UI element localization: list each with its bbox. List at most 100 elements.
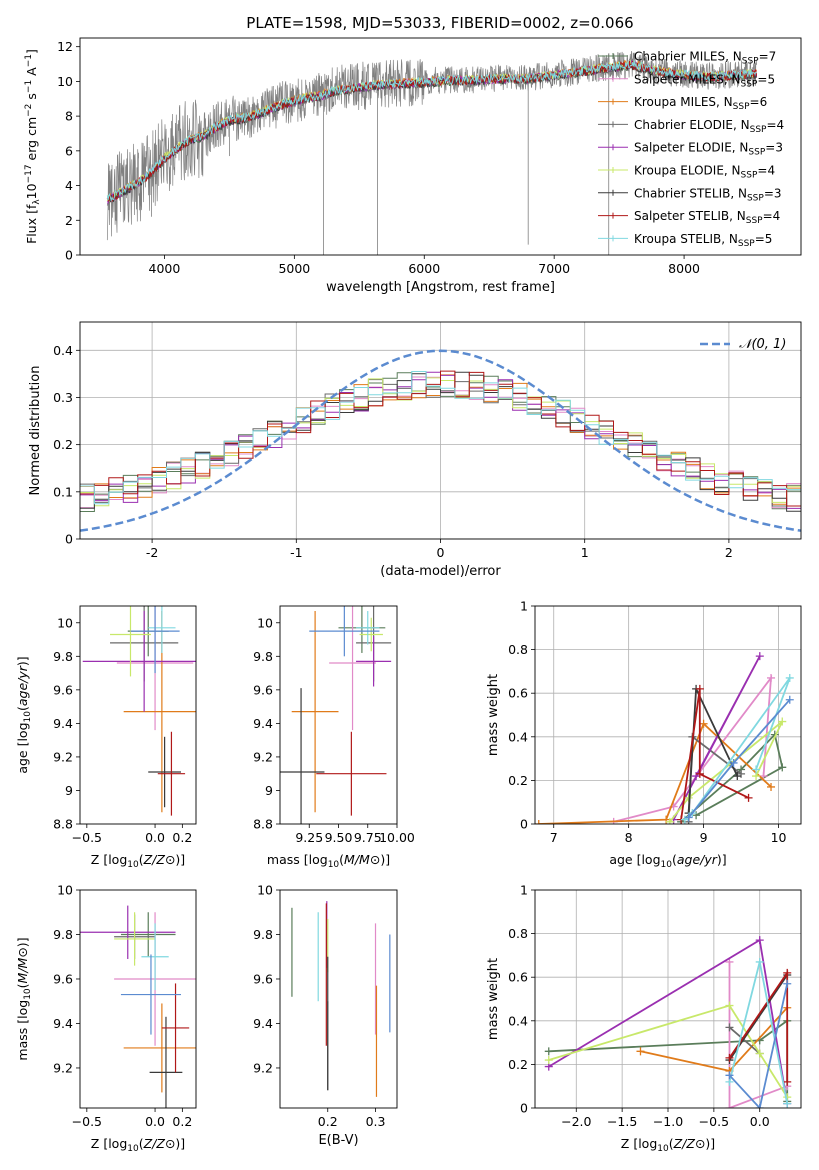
- point-marker: [778, 717, 787, 726]
- point-marker: [636, 1047, 645, 1056]
- histogram-step: [80, 371, 801, 505]
- point-marker: [695, 769, 704, 778]
- y-tick-label: 0: [65, 532, 73, 547]
- legend-entry: Salpeter MILES, NSSP=5: [634, 72, 775, 89]
- y-tick-label: 0.2: [508, 773, 528, 788]
- x-axis-label: (data-model)/error: [380, 564, 501, 579]
- y-tick-label: 10: [57, 74, 73, 89]
- legend-entry: Salpeter ELODIE, NSSP=3: [634, 141, 783, 158]
- point-marker: [699, 719, 708, 728]
- data-point: [157, 731, 186, 816]
- data-point: [130, 606, 180, 674]
- data-point: [309, 606, 380, 657]
- point-marker: [783, 1099, 792, 1108]
- y-tick-label: 9: [65, 783, 73, 798]
- y-axis-label: mass [log10(M/M⊙)]: [15, 937, 33, 1060]
- histogram-step: [80, 374, 801, 505]
- y-tick-label: 0: [520, 817, 528, 832]
- data-point: [149, 1016, 183, 1108]
- y-tick-label: 9.6: [253, 682, 273, 697]
- data-point: [148, 606, 176, 653]
- plot-area: [80, 322, 801, 539]
- y-tick-label: 9.8: [53, 927, 73, 942]
- point-marker: [755, 1104, 764, 1108]
- y-tick-label: 9.4: [53, 1016, 73, 1031]
- y-tick-label: 9.4: [253, 1016, 273, 1031]
- point-marker: [755, 1049, 764, 1058]
- y-axis-label: Normed distribution: [28, 366, 43, 496]
- point-marker: [725, 1071, 734, 1080]
- y-tick-label: 1: [520, 599, 528, 614]
- legend-entry: Chabrier STELIB, NSSP=3: [634, 186, 782, 203]
- data-point: [316, 731, 387, 816]
- data-point: [110, 606, 151, 677]
- x-tick-label: 10: [771, 830, 787, 845]
- series: [680, 673, 794, 824]
- point-marker: [695, 684, 704, 693]
- x-tick-label: 10.00: [379, 830, 415, 845]
- y-tick-label: 12: [57, 39, 73, 54]
- y-tick-label: 9.6: [53, 682, 73, 697]
- y-tick-label: 6: [65, 143, 73, 158]
- series: [725, 968, 792, 1086]
- data-point: [120, 912, 176, 957]
- point-marker: [783, 968, 792, 977]
- axes-frame: [79, 889, 197, 1109]
- legend-entry: Salpeter STELIB, NSSP=4: [634, 209, 780, 226]
- plot-area: [535, 606, 801, 824]
- plot-area: [280, 606, 392, 824]
- plot-area: [106, 50, 758, 255]
- data-point: [141, 923, 169, 991]
- x-tick-label: 0: [437, 545, 445, 560]
- point-marker: [733, 772, 742, 781]
- point-marker: [783, 1077, 792, 1086]
- y-axis-label: mass weight: [486, 958, 501, 1040]
- point-marker: [755, 957, 764, 966]
- data-point: [123, 1003, 196, 1093]
- histogram-step: [80, 370, 801, 507]
- point-marker: [535, 820, 543, 824]
- x-tick-label: 7000: [538, 261, 570, 276]
- x-tick-label: 0.0: [145, 1114, 165, 1129]
- x-tick-label: 0.2: [172, 1114, 192, 1129]
- y-tick-label: 0.2: [53, 437, 73, 452]
- y-tick-label: 0.8: [508, 926, 528, 941]
- point-marker: [755, 936, 764, 945]
- y-tick-label: 9.2: [253, 749, 273, 764]
- y-axis-label: mass weight: [486, 674, 501, 756]
- axes-frame: [79, 37, 802, 256]
- point-marker: [783, 979, 792, 988]
- data-point: [120, 954, 181, 1035]
- figure-title: PLATE=1598, MJD=53033, FIBERID=0002, z=0…: [246, 14, 633, 32]
- y-axis-label: age [log10(age/yr)]: [15, 656, 33, 773]
- y-tick-label: 9.4: [253, 716, 273, 731]
- axes-frame: [534, 605, 802, 825]
- series-line: [680, 688, 749, 820]
- point-marker: [729, 758, 738, 767]
- legend-entry: 𝒩(0, 1): [739, 337, 786, 352]
- data-point: [148, 736, 181, 808]
- axes-frame: [279, 889, 398, 1109]
- x-tick-label: 8: [625, 830, 633, 845]
- y-tick-label: 9: [265, 783, 273, 798]
- data-point: [82, 611, 196, 712]
- y-tick-label: 0.4: [508, 1013, 528, 1028]
- point-marker: [767, 673, 776, 682]
- y-tick-label: 8: [65, 109, 73, 124]
- x-tick-label: 9.25: [295, 830, 323, 845]
- axes: −0.5 0.0 0.2 9.2 9.4 9.6 9.8 10: [53, 883, 192, 1130]
- x-tick-label: 0.2: [318, 1114, 338, 1129]
- y-tick-label: 9.2: [253, 1060, 273, 1075]
- x-axis-label: Z [log10(Z/Z⊙)]: [621, 1136, 715, 1154]
- x-axis-label: age [log10(age/yr)]: [609, 852, 726, 870]
- data-point: [356, 636, 392, 687]
- y-tick-label: 8.8: [253, 817, 273, 832]
- y-tick-label: 0: [65, 248, 73, 263]
- axes: 0.2 0.3 9.2 9.4 9.6 9.8 10: [253, 883, 385, 1130]
- axes-frame: [534, 889, 802, 1109]
- x-tick-label: −0.5: [699, 1114, 729, 1129]
- x-tick-label: 0.0: [145, 830, 165, 845]
- data-point: [359, 617, 383, 652]
